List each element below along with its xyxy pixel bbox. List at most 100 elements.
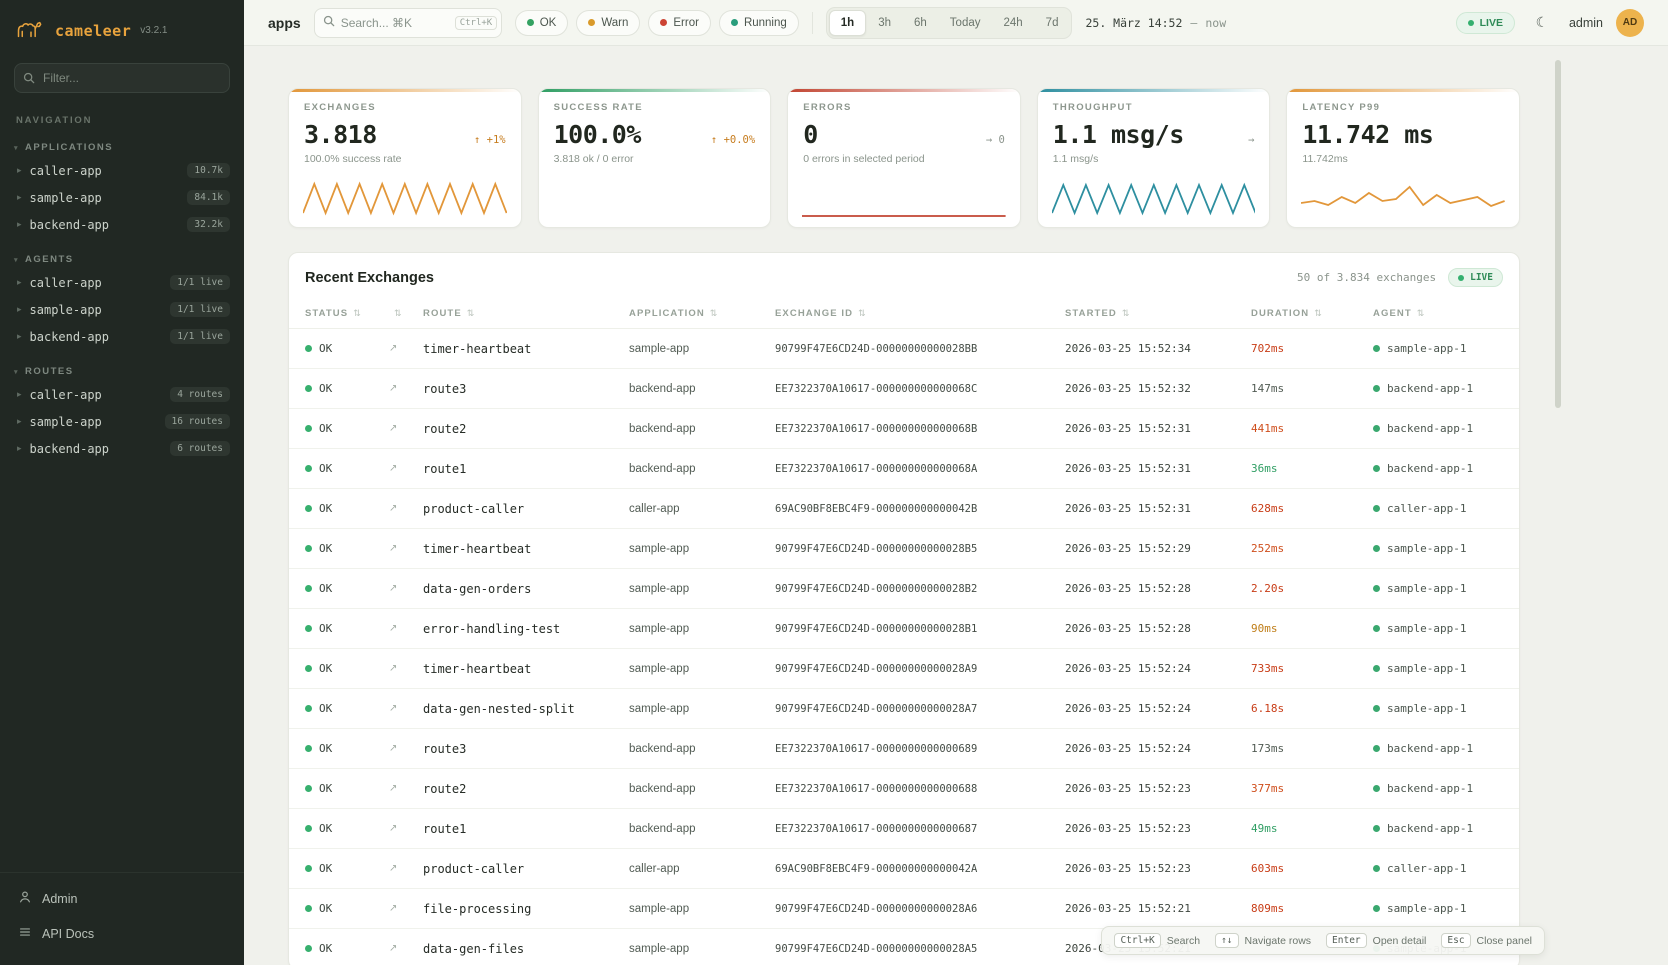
sidebar-item-sample-app[interactable]: ▸ sample-app 16 routes (0, 408, 244, 435)
sparkline-chart (1052, 179, 1256, 219)
agent-label: sample-app-1 (1387, 702, 1466, 715)
started-cell: 2026-03-25 15:52:29 (1065, 542, 1251, 555)
sort-icon[interactable]: ⇅ (353, 308, 362, 318)
range-button-6h[interactable]: 6h (903, 10, 938, 36)
card-subtext: 1.1 msg/s (1053, 153, 1255, 165)
live-badge[interactable]: LIVE (1456, 12, 1515, 34)
exchange-id-cell: 90799F47E6CD24D-00000000000028B2 (775, 583, 1065, 595)
table-row[interactable]: OK ↗ product-caller caller-app 69AC90BF8… (289, 489, 1519, 529)
search-input[interactable] (341, 16, 449, 30)
table-row[interactable]: OK ↗ error-handling-test sample-app 9079… (289, 609, 1519, 649)
open-detail-icon[interactable]: ↗ (389, 383, 423, 394)
route-cell: route2 (423, 782, 629, 796)
open-detail-icon[interactable]: ↗ (389, 623, 423, 634)
chevron-right-icon: ▸ (17, 277, 22, 288)
exchange-id-cell: 90799F47E6CD24D-00000000000028A9 (775, 663, 1065, 675)
range-button-7d[interactable]: 7d (1035, 10, 1070, 36)
chevron-down-icon[interactable]: ▾ (14, 256, 19, 264)
agent-dot-icon (1373, 865, 1380, 872)
user-icon (18, 890, 32, 907)
agent-label: sample-app-1 (1387, 342, 1466, 355)
sort-icon[interactable]: ⇅ (467, 308, 476, 318)
sidebar-item-backend-app[interactable]: ▸ backend-app 1/1 live (0, 323, 244, 350)
table-row[interactable]: OK ↗ route3 backend-app EE7322370A10617-… (289, 729, 1519, 769)
sidebar-footer-item-api-docs[interactable]: API Docs (0, 916, 244, 951)
agent-dot-icon (1373, 385, 1380, 392)
sort-icon[interactable]: ⇅ (1417, 308, 1426, 318)
card-value: 100.0% (554, 120, 641, 149)
table-row[interactable]: OK ↗ timer-heartbeat sample-app 90799F47… (289, 529, 1519, 569)
open-detail-icon[interactable]: ↗ (389, 423, 423, 434)
agent-dot-icon (1373, 345, 1380, 352)
open-detail-icon[interactable]: ↗ (389, 663, 423, 674)
avatar[interactable]: AD (1616, 9, 1644, 37)
sidebar-item-label: backend-app (30, 218, 109, 232)
status-label: OK (319, 382, 332, 395)
sidebar-item-backend-app[interactable]: ▸ backend-app 32.2k (0, 211, 244, 238)
open-detail-icon[interactable]: ↗ (389, 783, 423, 794)
open-detail-icon[interactable]: ↗ (389, 343, 423, 354)
sort-icon[interactable]: ⇅ (858, 308, 867, 318)
chevron-down-icon[interactable]: ▾ (14, 368, 19, 376)
open-detail-icon[interactable]: ↗ (389, 823, 423, 834)
sort-icon[interactable]: ⇅ (1122, 308, 1131, 318)
status-chip-error[interactable]: Error (648, 10, 711, 36)
stat-cards: EXCHANGES 3.818 ↑ +1% 100.0% success rat… (288, 88, 1520, 228)
status-chip-ok[interactable]: OK (515, 10, 569, 36)
sidebar-item-caller-app[interactable]: ▸ caller-app 10.7k (0, 157, 244, 184)
table-row[interactable]: OK ↗ file-processing sample-app 90799F47… (289, 889, 1519, 929)
chip-label: Warn (601, 17, 628, 29)
sort-icon[interactable]: ⇅ (710, 308, 719, 318)
status-chip-running[interactable]: Running (719, 10, 799, 36)
open-detail-icon[interactable]: ↗ (389, 583, 423, 594)
dark-mode-toggle[interactable]: ☾ (1528, 9, 1556, 37)
table-row[interactable]: OK ↗ timer-heartbeat sample-app 90799F47… (289, 649, 1519, 689)
sidebar-item-caller-app[interactable]: ▸ caller-app 4 routes (0, 381, 244, 408)
sort-icon[interactable]: ⇅ (1314, 308, 1323, 318)
table-row[interactable]: OK ↗ route3 backend-app EE7322370A10617-… (289, 369, 1519, 409)
table-row[interactable]: OK ↗ route1 backend-app EE7322370A10617-… (289, 809, 1519, 849)
topbar: apps Ctrl+K OK Warn Error Running 1h3h6h… (244, 0, 1668, 46)
open-detail-icon[interactable]: ↗ (389, 943, 423, 954)
table-row[interactable]: OK ↗ data-gen-orders sample-app 90799F47… (289, 569, 1519, 609)
application-cell: sample-app (629, 903, 775, 915)
started-cell: 2026-03-25 15:52:28 (1065, 622, 1251, 635)
open-detail-icon[interactable]: ↗ (389, 703, 423, 714)
sidebar-item-sample-app[interactable]: ▸ sample-app 84.1k (0, 184, 244, 211)
scrollbar[interactable] (1555, 60, 1561, 408)
open-detail-icon[interactable]: ↗ (389, 903, 423, 914)
column-header-exchange-id: EXCHANGE ID⇅ (775, 308, 1065, 319)
table-row[interactable]: OK ↗ route1 backend-app EE7322370A10617-… (289, 449, 1519, 489)
open-detail-icon[interactable]: ↗ (389, 463, 423, 474)
table-row[interactable]: OK ↗ route2 backend-app EE7322370A10617-… (289, 769, 1519, 809)
agent-label: backend-app-1 (1387, 462, 1473, 475)
sidebar-item-sample-app[interactable]: ▸ sample-app 1/1 live (0, 296, 244, 323)
agent-dot-icon (1373, 465, 1380, 472)
open-detail-icon[interactable]: ↗ (389, 503, 423, 514)
table-row[interactable]: OK ↗ route2 backend-app EE7322370A10617-… (289, 409, 1519, 449)
table-row[interactable]: OK ↗ timer-heartbeat sample-app 90799F47… (289, 329, 1519, 369)
sidebar-item-caller-app[interactable]: ▸ caller-app 1/1 live (0, 269, 244, 296)
range-button-today[interactable]: Today (939, 10, 992, 36)
context-label[interactable]: apps (268, 15, 301, 31)
range-button-24h[interactable]: 24h (992, 10, 1033, 36)
range-button-1h[interactable]: 1h (829, 10, 866, 36)
table-row[interactable]: OK ↗ data-gen-nested-split sample-app 90… (289, 689, 1519, 729)
status-chip-warn[interactable]: Warn (576, 10, 640, 36)
sidebar-filter-input[interactable] (14, 63, 230, 93)
open-detail-icon[interactable]: ↗ (389, 863, 423, 874)
chevron-down-icon[interactable]: ▾ (14, 144, 19, 152)
open-detail-icon[interactable]: ↗ (389, 743, 423, 754)
card-subtext: 100.0% success rate (304, 153, 506, 165)
sidebar-item-backend-app[interactable]: ▸ backend-app 6 routes (0, 435, 244, 462)
range-button-3h[interactable]: 3h (867, 10, 902, 36)
sidebar-item-badge: 1/1 live (170, 302, 230, 317)
sidebar-item-badge: 84.1k (187, 190, 230, 205)
ok-dot-icon (305, 825, 312, 832)
table-live-badge[interactable]: LIVE (1448, 268, 1503, 287)
open-detail-icon[interactable]: ↗ (389, 543, 423, 554)
table-row[interactable]: OK ↗ product-caller caller-app 69AC90BF8… (289, 849, 1519, 889)
global-search[interactable]: Ctrl+K (314, 8, 502, 38)
sort-icon[interactable]: ⇅ (394, 308, 403, 318)
sidebar-footer-item-admin[interactable]: Admin (0, 881, 244, 916)
